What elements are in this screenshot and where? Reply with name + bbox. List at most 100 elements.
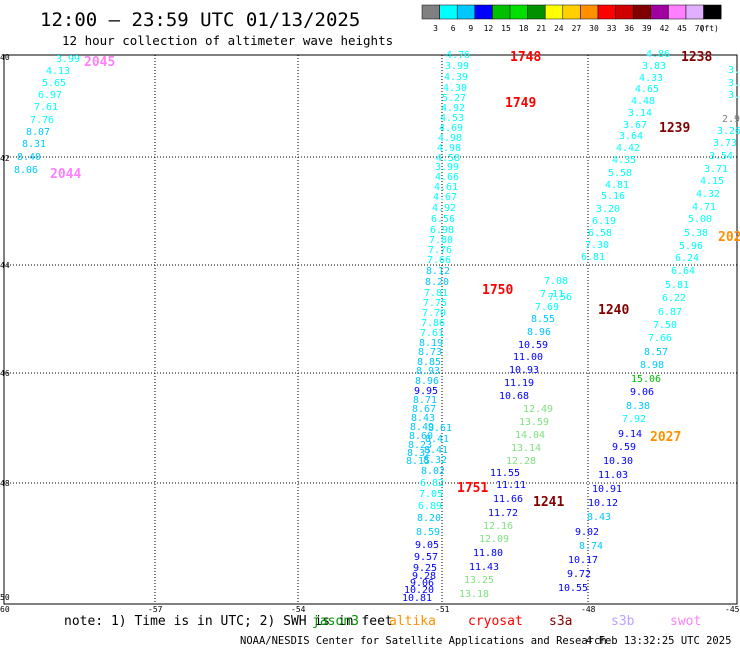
wave-height-label: 6.24 [675,253,699,264]
legend-tick-label: 27 [572,24,582,33]
legend-tick-label: 15 [501,24,511,33]
wave-height-label: 8.20 [417,513,441,524]
wave-height-label: 11.72 [488,508,518,519]
wave-height-label: 3.26 [717,126,740,137]
wave-height-label: 8.49 [410,422,434,433]
wave-height-label: 10.12 [588,498,618,509]
legend-tick-label: 12 [484,24,494,33]
wave-height-label: 4.61 [434,182,458,193]
legend-tick-label: 30 [589,24,599,33]
wave-height-label: 10.20 [404,585,434,596]
track-id-label: 1751 [457,481,488,496]
wave-height-label: 4.39 [444,72,468,83]
wave-height-label: 13.18 [459,589,489,600]
legend-tick-label: 33 [607,24,617,33]
wave-height-label: 3.54 [709,151,733,162]
footer-credit: NOAA/NESDIS Center for Satellite Applica… [240,635,607,647]
wave-height-label: 10.68 [499,391,529,402]
wave-height-label: 7.70 [422,308,446,319]
legend-swatch [421,4,440,20]
legend-tick-label: 18 [519,24,529,33]
legend-swatch [632,4,652,20]
wave-height-label: 9.59 [612,442,636,453]
wave-height-label: 6.87 [658,307,682,318]
wave-height-label: 4.53 [440,113,464,124]
wave-height-label: 12.28 [506,456,536,467]
legend-swatch [456,4,476,20]
track-id-labels: 2045 2044 1748 1749 1750 1751 1238 1239 1240 1241… [50,50,740,510]
wave-height-label: 4.76 [446,50,470,61]
footer-date: 4 Feb 13:32:25 UTC 2025 [586,635,731,647]
legend-tick-label: 36 [624,24,634,33]
wave-height-label: 7.76 [30,115,54,126]
wave-height-label: 6.19 [592,216,616,227]
legend-swatch [544,4,564,20]
track-id-label: 1238 [681,50,712,65]
wave-height-label: 10.30 [603,456,633,467]
wave-height-label: 15.06 [631,374,661,385]
wave-height-label: 3.67 [623,120,647,131]
wave-height-label: 8.60 [409,431,433,442]
wave-height-label: 9.14 [618,429,642,440]
track-id-label: 2044 [50,167,81,182]
wave-height-label: 8.31 [22,139,46,150]
wave-height-label: 11.19 [504,378,534,389]
wave-height-label: 9.57 [414,552,438,563]
wave-height-label: 7.66 [427,255,451,266]
wave-height-label: 6.89 [418,501,442,512]
wave-height-label: 4.58 [436,153,460,164]
wave-height-label: 4.30 [443,83,467,94]
wave-height-label: 10.55 [558,583,588,594]
lon-label: -51 [435,605,450,614]
legend-tick-label: 6 [451,24,456,33]
legend-swatch [439,4,458,20]
wave-height-label: 7.56 [548,292,572,303]
wave-height-label: 7.50 [653,320,677,331]
satellite-name: swot [670,614,701,629]
wave-height-label: 6.82 [420,478,444,489]
wave-height-label: 9.25 [413,563,437,574]
legend-swatch [474,4,493,20]
wave-height-label: 12.09 [479,534,509,545]
wave-height-label: 6.56 [431,214,455,225]
wave-height-label: 3.71 [704,164,728,175]
wave-height-label: 10.91 [592,484,622,495]
wave-height-label: 4.65 [635,84,659,95]
wave-height-label: 8.59 [416,527,440,538]
wave-height-label: 4.32 [696,189,720,200]
wave-height-label: 4.92 [432,203,456,214]
wave-height-label: 7.76 [428,245,452,256]
satellite-name: altika [389,614,436,629]
wave-height-label: 3.8 [728,78,740,89]
lon-label: -48 [581,605,596,614]
wave-height-label: 8.93 [416,366,440,377]
wave-height-label: 5.58 [608,168,632,179]
wave-height-label: 4.86 [646,49,670,60]
wave-height-label: 3.7 [728,65,740,76]
satellite-name: s3b [611,614,635,629]
track-id-label: 2027 [650,430,681,445]
wave-height-label: 3.20 [596,204,620,215]
legend-tick-label: 39 [642,24,652,33]
wave-height-label: 10.17 [568,555,598,566]
track-id-label: 1749 [505,96,536,111]
legend-swatch [562,4,581,20]
wave-height-label: 7.61 [420,328,444,339]
wave-height-label: 8.19 [419,338,443,349]
wave-height-label: 5.00 [688,214,712,225]
wave-height-label: 9.28 [412,571,436,582]
wave-height-label: 3.14 [628,108,652,119]
wave-height-label: 5.16 [601,191,625,202]
plot-frame [3,54,738,605]
wave-height-label: 8.61 [428,423,452,434]
wave-height-label: 3.73 [713,138,737,149]
track-id-label: 2045 [84,55,115,70]
wave-height-label: 4.13 [46,66,70,77]
wave-height-label: 13.25 [464,575,494,586]
legend-swatch [492,4,511,20]
lat-label: 48 [0,479,10,488]
wave-height-label: 6.98 [430,225,454,236]
wave-height-label: 5.96 [679,241,703,252]
track-id-label: 1748 [510,50,541,65]
wave-height-label: 7.81 [424,288,448,299]
